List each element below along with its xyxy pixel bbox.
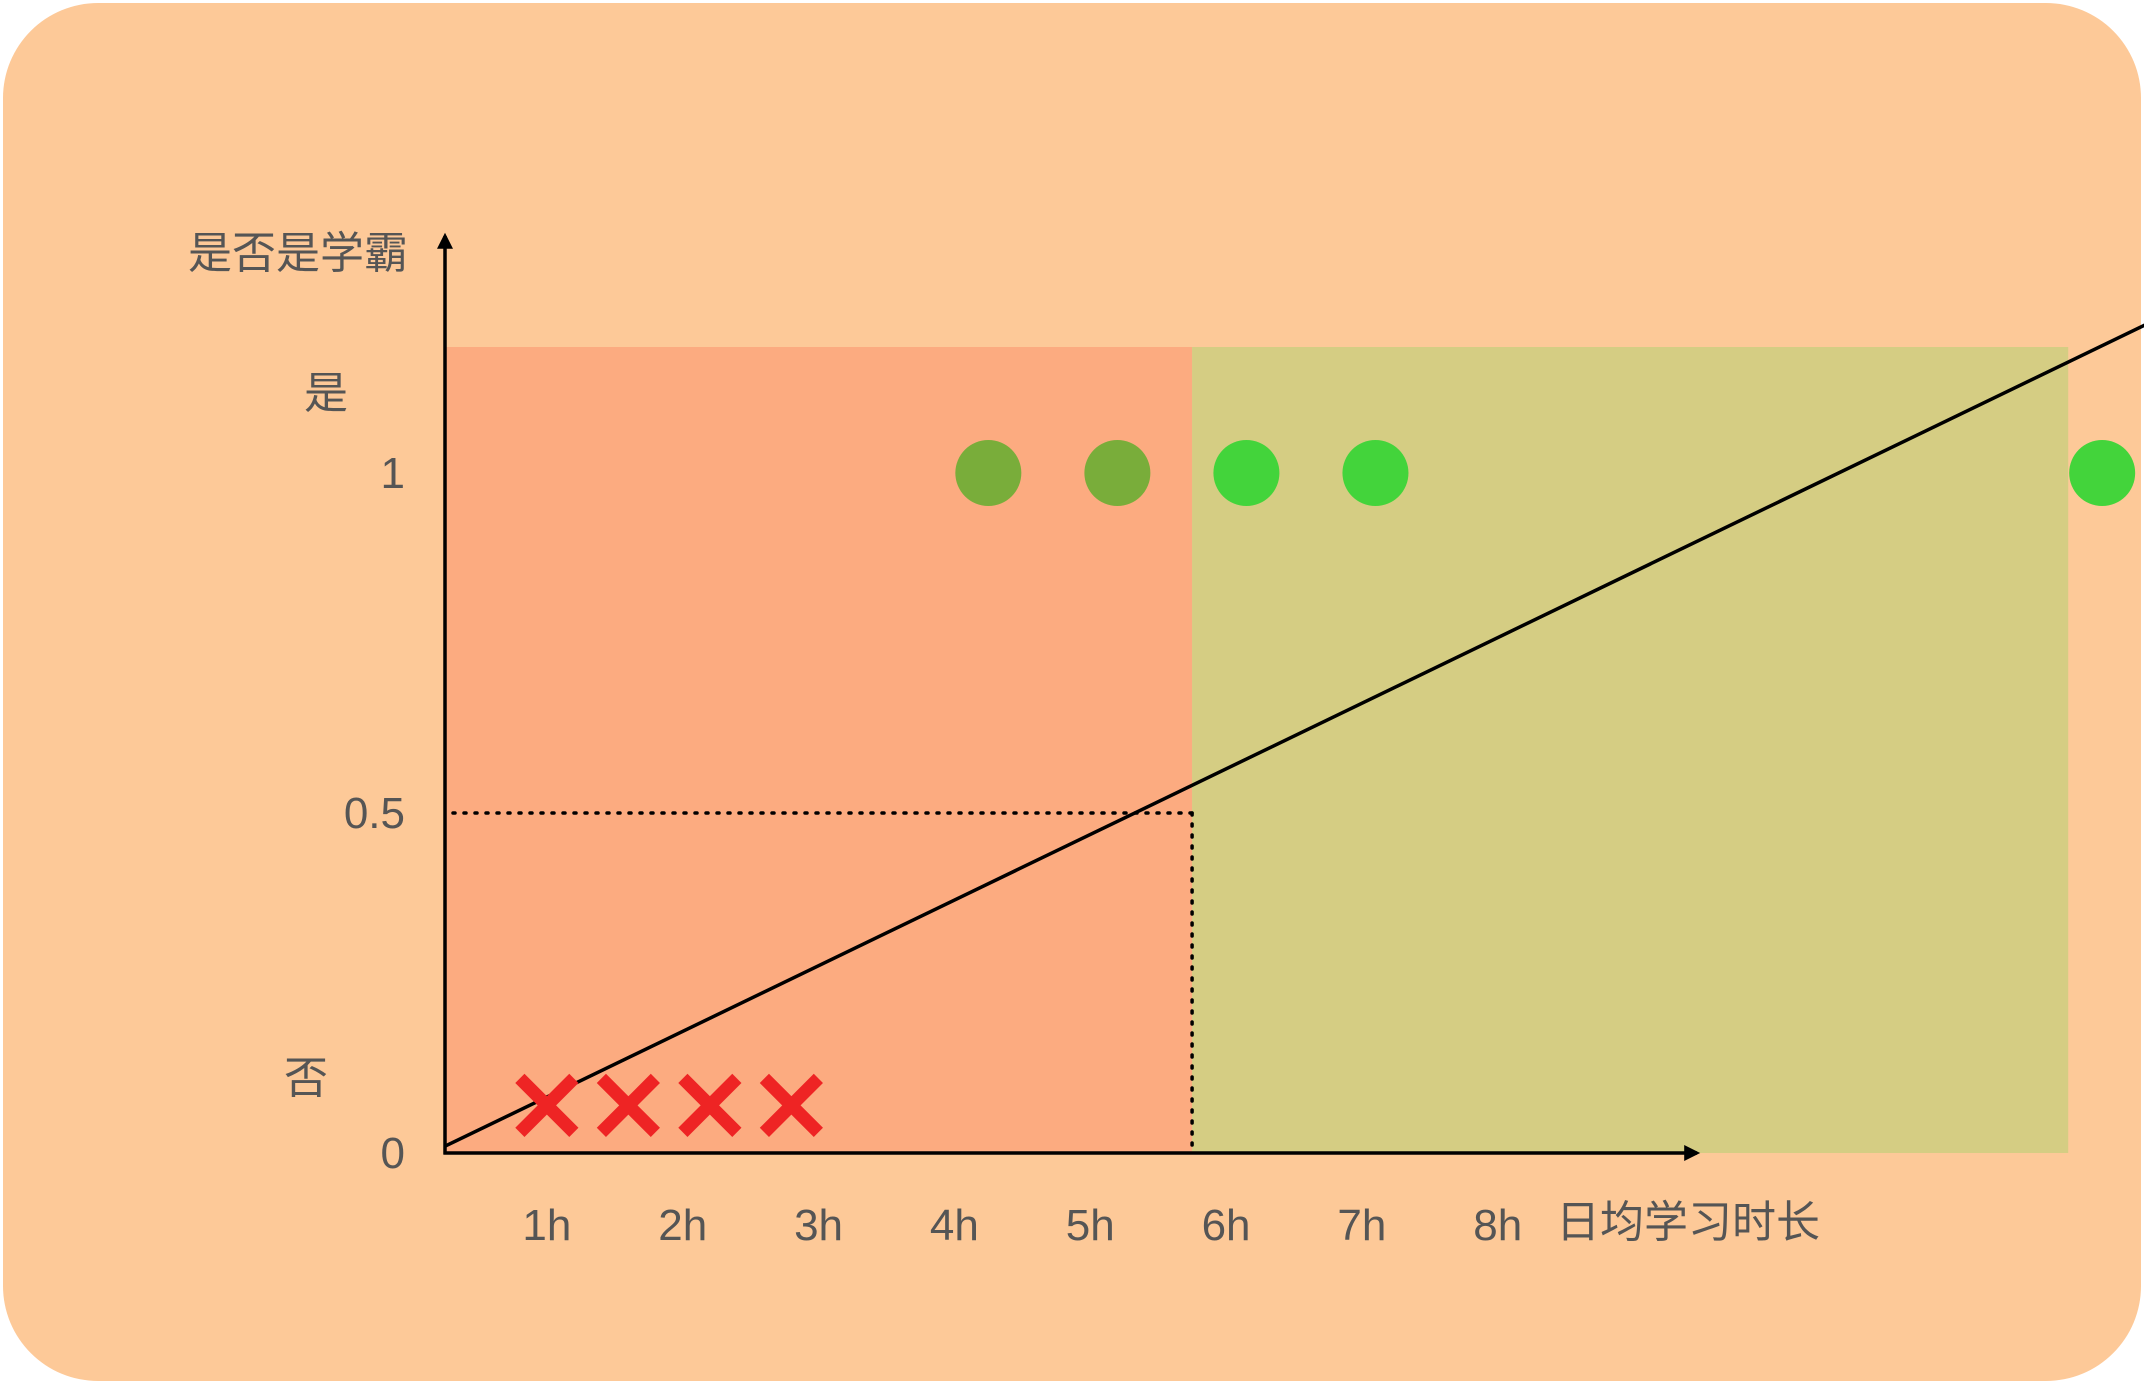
y-axis-title: 是否是学霸 [188, 228, 408, 279]
data-point-cross [596, 1073, 660, 1137]
region-no [445, 347, 1193, 1153]
y-tick-label: 0 [381, 1129, 405, 1178]
x-tick-label: 7h [1337, 1201, 1386, 1250]
data-point-circle [1084, 440, 1151, 506]
x-tick-label: 8h [1473, 1201, 1522, 1250]
y-category-label-yes: 是 [304, 368, 348, 419]
data-point-circle [955, 440, 1022, 506]
data-point-cross [515, 1073, 579, 1137]
x-tick-label: 5h [1066, 1201, 1115, 1250]
y-tick-label: 0.5 [344, 789, 405, 838]
data-point-cross [678, 1073, 742, 1137]
x-tick-label: 1h [522, 1201, 571, 1250]
x-tick-label: 6h [1202, 1201, 1251, 1250]
x-tick-label: 3h [794, 1201, 843, 1250]
x-tick-label: 2h [658, 1201, 707, 1250]
y-tick-label: 1 [381, 449, 405, 498]
region-yes [1192, 347, 2069, 1153]
data-point-circle [1342, 440, 1409, 506]
y-category-label-no: 否 [284, 1053, 328, 1104]
x-axis-title: 日均学习时长 [1556, 1197, 1820, 1248]
data-point-cross [759, 1073, 823, 1137]
data-point-circle [1213, 440, 1280, 506]
fit-line [444, 323, 2144, 1148]
x-tick-label: 4h [930, 1201, 979, 1250]
data-point-circle [2069, 440, 2136, 506]
